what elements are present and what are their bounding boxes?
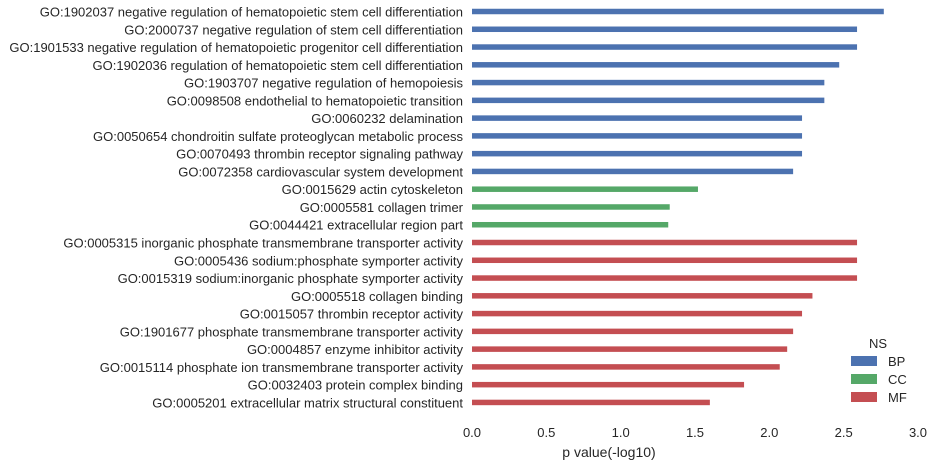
category-label: GO:0060232 delamination bbox=[311, 111, 463, 126]
bar-bp bbox=[472, 8, 884, 15]
bar-bp bbox=[472, 168, 794, 175]
bar-mf bbox=[472, 239, 858, 246]
bar-mf bbox=[472, 381, 745, 388]
category-label: GO:0015114 phosphate ion transmembrane t… bbox=[100, 360, 464, 375]
x-tick-label: 0.0 bbox=[463, 425, 481, 440]
bar-mf bbox=[472, 257, 858, 264]
bar-cc bbox=[472, 204, 670, 210]
legend: NS BP CC MF bbox=[851, 336, 907, 405]
bar-mf bbox=[472, 293, 813, 299]
bar-bp bbox=[472, 62, 840, 68]
x-tick-label: 1.0 bbox=[612, 425, 630, 440]
legend-label-bp: BP bbox=[888, 354, 905, 369]
x-tick-label: 0.5 bbox=[537, 425, 555, 440]
category-label: GO:0098508 endothelial to hematopoietic … bbox=[167, 93, 463, 108]
category-label: GO:0072358 cardiovascular system develop… bbox=[178, 164, 463, 179]
bar-cc bbox=[472, 186, 698, 192]
category-label: GO:0005581 collagen trimer bbox=[300, 200, 464, 215]
legend-label-cc: CC bbox=[888, 372, 907, 387]
bar-mf bbox=[472, 328, 794, 335]
category-label: GO:1902036 regulation of hematopoietic s… bbox=[93, 58, 464, 73]
category-label: GO:1902037 negative regulation of hemato… bbox=[40, 5, 463, 20]
category-label: GO:0050654 chondroitin sulfate proteogly… bbox=[93, 129, 463, 144]
x-tick-label: 2.5 bbox=[835, 425, 853, 440]
bar-bp bbox=[472, 79, 825, 86]
category-label: GO:0005201 extracellular matrix structur… bbox=[152, 395, 463, 410]
bar-mf bbox=[472, 364, 780, 370]
category-label: GO:0005436 sodium:phosphate symporter ac… bbox=[174, 253, 464, 268]
x-tick-label: 1.5 bbox=[686, 425, 704, 440]
bar-bp bbox=[472, 26, 858, 33]
category-label: GO:0015629 actin cytoskeleton bbox=[282, 182, 463, 197]
legend-label-mf: MF bbox=[888, 390, 907, 405]
legend-swatch-mf bbox=[851, 392, 877, 402]
bar-mf bbox=[472, 310, 803, 317]
legend-swatch-cc bbox=[851, 374, 877, 384]
category-label: GO:1901533 negative regulation of hemato… bbox=[9, 40, 463, 55]
category-label: GO:0005518 collagen binding bbox=[291, 289, 463, 304]
bar-bp bbox=[472, 133, 803, 139]
bar-bp bbox=[472, 150, 803, 157]
bars bbox=[472, 8, 884, 406]
bar-bp bbox=[472, 97, 825, 104]
legend-swatch-bp bbox=[851, 356, 877, 366]
x-axis-ticks: 0.0 0.5 1.0 1.5 2.0 2.5 3.0 bbox=[463, 425, 927, 440]
legend-title: NS bbox=[869, 336, 887, 351]
x-tick-label: 3.0 bbox=[909, 425, 927, 440]
bar-bp bbox=[472, 44, 858, 50]
x-tick-label: 2.0 bbox=[760, 425, 778, 440]
category-label: GO:1903707 negative regulation of hemopo… bbox=[184, 76, 463, 91]
category-label: GO:0070493 thrombin receptor signaling p… bbox=[176, 147, 463, 162]
category-label: GO:0005315 inorganic phosphate transmemb… bbox=[63, 236, 463, 251]
bar-mf bbox=[472, 346, 788, 352]
category-labels: GO:1902037 negative regulation of hemato… bbox=[9, 5, 463, 411]
x-axis-label: p value(-log10) bbox=[562, 444, 655, 460]
bar-mf bbox=[472, 399, 710, 406]
bar-bp bbox=[472, 115, 803, 121]
category-label: GO:0015057 thrombin receptor activity bbox=[240, 307, 464, 322]
bar-cc bbox=[472, 221, 669, 228]
category-label: GO:2000737 negative regulation of stem c… bbox=[124, 22, 463, 37]
category-label: GO:0032403 protein complex binding bbox=[248, 378, 463, 393]
category-label: GO:0004857 enzyme inhibitor activity bbox=[247, 342, 464, 357]
category-label: GO:1901677 phosphate transmembrane trans… bbox=[120, 324, 464, 339]
category-label: GO:0015319 sodium:inorganic phosphate sy… bbox=[118, 271, 464, 286]
bar-mf bbox=[472, 275, 858, 281]
category-label: GO:0044421 extracellular region part bbox=[249, 218, 463, 233]
